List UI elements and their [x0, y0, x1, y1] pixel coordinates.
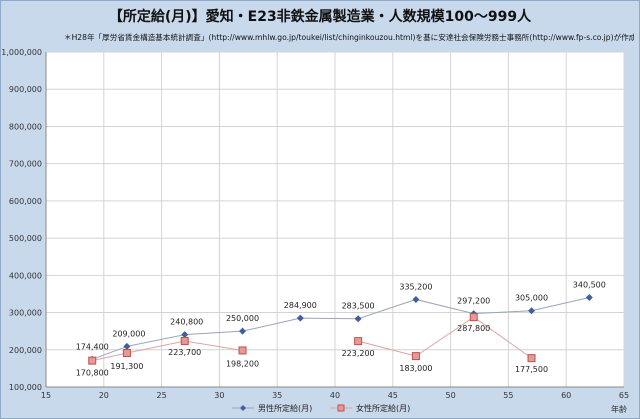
male-data-point — [181, 331, 189, 339]
male-data-point — [354, 315, 362, 323]
legend: 男性所定給(月) 女性所定給(月) — [232, 403, 410, 413]
y-tick-label: 100,000 — [9, 383, 42, 392]
female-data-label: 223,200 — [342, 349, 375, 358]
female-data-label: 223,700 — [168, 348, 201, 357]
x-tick-label: 55 — [503, 391, 513, 400]
female-data-label: 191,300 — [110, 362, 143, 371]
male-data-label: 284,900 — [284, 301, 317, 310]
female-data-point — [469, 313, 478, 322]
female-data-point — [527, 354, 536, 363]
x-tick-label: 20 — [99, 391, 109, 400]
male-data-label: 335,200 — [399, 282, 432, 291]
female-data-label: 177,500 — [515, 365, 548, 374]
series-layer — [88, 293, 593, 365]
y-tick-label: 400,000 — [9, 271, 42, 280]
x-tick-label: 30 — [214, 391, 224, 400]
chart-title: 【所定給(月)】愛知・E23非鉄金属製造業・人数規模100～999人 — [108, 9, 532, 25]
male-data-label: 340,500 — [573, 280, 606, 289]
female-data-label: 198,200 — [226, 359, 259, 368]
male-data-point — [585, 293, 593, 301]
female-series-line — [92, 340, 243, 362]
x-tick-label: 40 — [330, 391, 340, 400]
female-data-label: 183,000 — [399, 364, 432, 373]
male-data-label: 209,000 — [112, 329, 145, 338]
female-series-line — [357, 316, 532, 359]
female-data-point — [411, 352, 420, 361]
legend-male-label: 男性所定給(月) — [258, 403, 312, 413]
y-tick-label: 600,000 — [9, 197, 42, 206]
male-data-label: 297,200 — [457, 297, 490, 306]
y-tick-label: 700,000 — [9, 160, 42, 169]
male-series-line — [92, 296, 590, 360]
y-tick-label: 300,000 — [9, 309, 42, 318]
legend-male-marker — [240, 405, 246, 411]
y-tick-label: 200,000 — [9, 346, 42, 355]
male-data-point — [528, 307, 536, 315]
male-data-point — [412, 295, 420, 303]
chart-source-note: ＊H28年「厚労省賃金構造基本統計調査」(http://www.mhlw.go.… — [64, 33, 634, 42]
legend-female-marker — [337, 404, 345, 412]
female-data-point — [88, 356, 97, 365]
y-tick-label: 1,000,000 — [1, 48, 42, 57]
female-data-label: 170,800 — [76, 369, 109, 378]
x-axis-label: 年齢 — [611, 404, 627, 414]
x-tick-label: 45 — [388, 391, 398, 400]
x-tick-label: 25 — [157, 391, 167, 400]
x-tick-label: 50 — [446, 391, 456, 400]
y-tick-label: 800,000 — [9, 122, 42, 131]
x-tick-label: 35 — [272, 391, 282, 400]
y-tick-label: 500,000 — [9, 234, 42, 243]
male-data-point — [239, 327, 247, 335]
male-data-point — [296, 314, 304, 322]
female-data-point — [180, 336, 189, 345]
legend-female-label: 女性所定給(月) — [356, 403, 410, 413]
female-data-label: 287,800 — [457, 324, 490, 333]
female-data-point — [354, 337, 363, 346]
x-tick-label: 60 — [561, 391, 571, 400]
male-data-label: 305,000 — [515, 294, 548, 303]
x-tick-label: 65 — [619, 391, 629, 400]
x-tick-label: 15 — [41, 391, 51, 400]
male-data-point — [123, 342, 131, 350]
male-data-label: 174,400 — [76, 342, 109, 351]
male-data-label: 240,800 — [170, 318, 203, 327]
axes: 100,000 200,000 300,000 400,000 500,000 600,0… — [1, 48, 629, 414]
female-data-point — [122, 349, 131, 358]
male-data-label: 250,000 — [226, 314, 259, 323]
female-data-point — [238, 346, 247, 355]
y-tick-label: 900,000 — [9, 85, 42, 94]
male-data-label: 283,500 — [342, 302, 375, 311]
